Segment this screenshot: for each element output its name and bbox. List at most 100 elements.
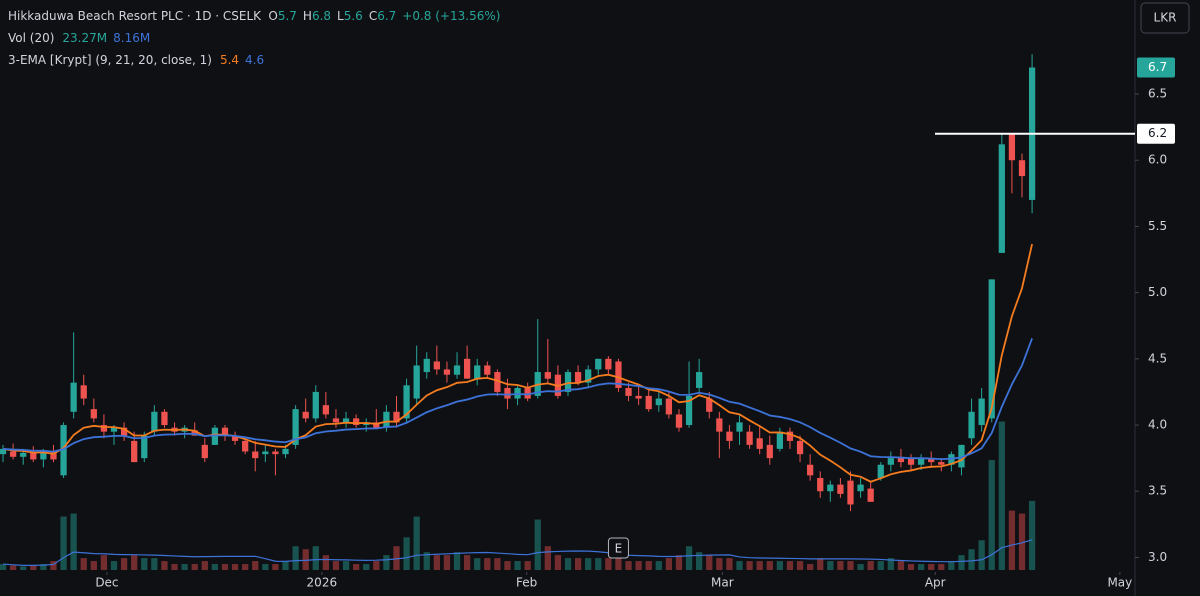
candle-body: [191, 430, 198, 436]
candle-body: [110, 427, 118, 432]
candle-body: [463, 358, 471, 379]
volume-bar: [988, 460, 995, 570]
candle-body: [0, 448, 7, 455]
candle-body: [484, 365, 491, 375]
candle-body: [595, 358, 602, 370]
volume-bar: [554, 555, 562, 570]
candle-body: [90, 409, 97, 419]
hline-tag: [1137, 123, 1175, 144]
volume-bar: [302, 549, 309, 570]
x-tick-label: Apr: [925, 576, 946, 590]
candle-body: [827, 484, 834, 492]
header: Hikkaduwa Beach Resort PLC · 1D · CSELK O…: [8, 9, 500, 23]
volume-bar: [514, 561, 521, 570]
volume-bar: [524, 561, 531, 570]
event-marker-label: E: [615, 542, 623, 556]
volume-bar: [887, 558, 894, 570]
candle-body: [474, 365, 481, 379]
currency-label[interactable]: LKR: [1154, 11, 1177, 25]
volume-bar: [252, 561, 259, 570]
volume-bar: [413, 516, 420, 570]
legend-name: Vol (20): [8, 31, 54, 45]
candle-body: [60, 425, 67, 476]
candle-body: [221, 427, 229, 436]
candle-body: [807, 464, 814, 476]
volume-bar: [958, 555, 965, 570]
candle-body: [312, 391, 319, 419]
candle-body: [756, 438, 763, 449]
volume-bar: [322, 555, 329, 570]
volume-bar: [1018, 513, 1026, 570]
y-tick-label: 5.0: [1148, 285, 1167, 299]
candle-body: [403, 385, 410, 419]
candle-body: [625, 387, 632, 396]
volume-bar: [70, 513, 77, 570]
candle-body: [9, 451, 17, 457]
volume-bar: [827, 561, 834, 570]
legend-value: 5.4: [220, 53, 239, 67]
candle-body: [30, 452, 37, 460]
volume-bar: [625, 561, 632, 570]
candle-body: [373, 422, 380, 428]
candle-body: [242, 440, 249, 452]
volume-bar: [20, 566, 27, 570]
candle-body: [524, 387, 531, 399]
volume-bar: [242, 564, 249, 570]
ohlc-label: L: [337, 9, 344, 23]
candle-body: [131, 440, 138, 463]
candle-body: [413, 365, 420, 399]
candle-body: [353, 418, 360, 426]
candle-body: [998, 144, 1005, 253]
candle-body: [655, 398, 662, 406]
change: +0.8 (+13.56%): [402, 9, 500, 23]
ohlc-label: C: [369, 9, 377, 23]
candle-body: [574, 372, 582, 383]
volume-bar: [282, 561, 289, 570]
candle-body: [917, 458, 925, 465]
volume-bar: [181, 564, 188, 570]
candle-body: [494, 372, 501, 392]
volume-bar: [433, 555, 440, 570]
volume-bar: [50, 561, 57, 570]
volume-bar: [453, 552, 461, 570]
candle-body: [252, 451, 259, 459]
y-tick-label: 3.5: [1148, 484, 1167, 498]
candle-body: [665, 398, 673, 415]
candle-body: [20, 452, 27, 457]
volume-bar: [484, 558, 491, 570]
candle-body: [907, 458, 915, 465]
indicator-legend: 3-EMA [Krypt] (9, 21, 20, close, 1) 5.4 4.…: [8, 53, 264, 67]
volume-bar: [262, 564, 269, 570]
candle-body: [342, 418, 350, 423]
volume-bar: [221, 564, 229, 570]
volume-bar: [807, 564, 814, 570]
ema-line: [2, 337, 1033, 461]
volume-bar: [817, 558, 824, 570]
volume-bar: [423, 552, 430, 570]
candle-body: [635, 395, 642, 399]
volume-bar: [403, 537, 410, 570]
volume-bar: [766, 561, 773, 570]
candle-body: [786, 431, 794, 441]
candle-body: [746, 431, 753, 445]
currency-button[interactable]: [1140, 2, 1190, 34]
volume-bar: [80, 558, 87, 570]
volume-bar: [332, 561, 340, 570]
volume-bar: [141, 558, 148, 570]
candle-body: [726, 431, 733, 441]
candle-body: [887, 458, 894, 465]
event-marker: [607, 537, 629, 559]
volume-bar: [363, 564, 370, 570]
volume-bar: [837, 561, 844, 570]
volume-bar: [595, 558, 602, 570]
volume-bar: [463, 555, 471, 570]
candle-body: [736, 422, 743, 432]
candle-body: [968, 411, 975, 439]
y-tick-label: 4.5: [1148, 351, 1167, 365]
candle-body: [211, 427, 219, 445]
candle-body: [50, 451, 57, 460]
candle-body: [938, 462, 945, 465]
legend-value: 4.6: [245, 53, 264, 67]
